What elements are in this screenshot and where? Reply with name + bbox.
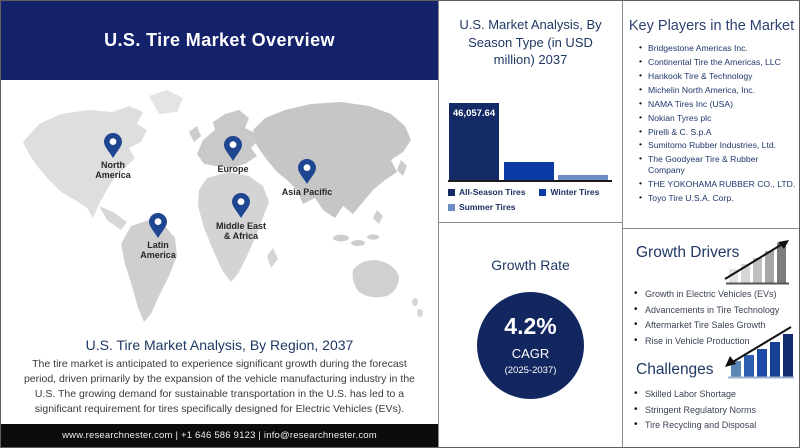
- list-item: Advancements in Tire Technology: [634, 304, 779, 317]
- drivers-challenges-panel: Growth Drivers Growth in Electric Vehicl…: [623, 229, 799, 447]
- key-players-panel: Key Players in the Market Bridgestone Am…: [623, 1, 799, 229]
- key-players-list: Bridgestone Americas Inc. Continental Tir…: [639, 42, 796, 204]
- list-item: Aftermarket Tire Sales Growth: [634, 319, 779, 332]
- growth-rate-circle: 4.2% CAGR (2025-2037): [477, 292, 584, 399]
- legend-item: All-Season Tires: [448, 187, 525, 197]
- legend-label: All-Season Tires: [459, 187, 526, 197]
- chart-bar: [503, 161, 554, 180]
- season-type-panel: U.S. Market Analysis, By Season Type (in…: [439, 1, 622, 223]
- legend-swatch: [448, 203, 455, 211]
- map-pin-latin-america-icon: [149, 213, 167, 238]
- footer-bar: www.researchnester.com | +1 646 586 9123…: [1, 424, 438, 447]
- challenges-list: Skilled Labor Shortage Stringent Regulato…: [634, 388, 756, 436]
- growth-bars-icon: [724, 240, 789, 285]
- right-column: Key Players in the Market Bridgestone Am…: [623, 1, 799, 447]
- chart-bar: [558, 175, 608, 180]
- market-description: The tire market is anticipated to experi…: [23, 358, 416, 415]
- growth-drivers-title: Growth Drivers: [636, 244, 740, 261]
- legend-swatch: [448, 188, 455, 196]
- list-item: Nokian Tyres plc: [639, 112, 796, 124]
- map-pin-middle-east-africa-icon: [232, 193, 250, 218]
- map-pin-label-middle-east-africa: Middle East & Africa: [215, 221, 266, 242]
- map-pin-label-latin-america: Latin America: [140, 240, 176, 261]
- region-caption: U.S. Tire Market Analysis, By Region, 20…: [85, 337, 354, 353]
- list-item: Rise in Vehicle Production: [634, 335, 779, 348]
- chart-bar: 46,057.64: [449, 103, 499, 180]
- list-item: NAMA Tires Inc (USA): [639, 98, 796, 110]
- growth-rate-title: Growth Rate: [491, 257, 570, 273]
- legend-swatch: [539, 188, 547, 196]
- bar-value-label: 46,057.64: [452, 108, 496, 119]
- challenges-title: Challenges: [636, 361, 714, 378]
- cagr-period: (2025-2037): [504, 365, 557, 376]
- map-pin-label-europe: Europe: [217, 164, 249, 174]
- header-bar: U.S. Tire Market Overview: [1, 1, 438, 80]
- list-item: Stringent Regulatory Norms: [634, 404, 756, 417]
- challenges-bars-icon: [725, 326, 794, 379]
- key-players-title: Key Players in the Market: [628, 18, 795, 34]
- left-section: U.S. Tire Market Overview: [1, 1, 438, 447]
- legend-label: Winter Tires: [550, 187, 600, 197]
- world-map-area: North America Europe Asia Pacific Latin …: [1, 80, 438, 333]
- list-item: Hankook Tire & Technology: [639, 70, 796, 82]
- list-item: Pirelli & C. S.p.A: [639, 126, 796, 138]
- list-item: Sumitomo Rubber Industries, Ltd.: [639, 139, 796, 151]
- list-item: Tire Recycling and Disposal: [634, 419, 756, 432]
- legend-item: Summer Tires: [448, 202, 516, 212]
- list-item: Michelin North America, Inc.: [639, 84, 796, 96]
- list-item: Skilled Labor Shortage: [634, 388, 756, 401]
- legend-item: Winter Tires: [539, 187, 599, 197]
- legend-label: Summer Tires: [459, 202, 516, 212]
- map-pin-europe-icon: [224, 136, 242, 161]
- list-item: The Goodyear Tire & Rubber Company: [639, 153, 796, 175]
- season-legend: All-Season Tires Winter Tires Summer Tires: [448, 187, 618, 212]
- cagr-label: CAGR: [511, 346, 550, 361]
- world-map: [23, 90, 423, 322]
- map-pin-north-america-icon: [104, 133, 122, 158]
- list-item: Growth in Electric Vehicles (EVs): [634, 288, 779, 301]
- growth-drivers-list: Growth in Electric Vehicles (EVs) Advance…: [634, 288, 779, 351]
- season-bar-chart: 46,057.64: [448, 101, 612, 182]
- middle-column: U.S. Market Analysis, By Season Type (in…: [438, 1, 623, 447]
- list-item: Toyo Tire U.S.A. Corp.: [639, 192, 796, 204]
- list-item: Bridgestone Americas Inc.: [639, 42, 796, 54]
- map-pin-asia-pacific-icon: [298, 159, 316, 184]
- season-chart-title: U.S. Market Analysis, By Season Type (in…: [459, 17, 602, 68]
- list-item: Continental Tire the Americas, LLC: [639, 56, 796, 68]
- growth-rate-panel: Growth Rate 4.2% CAGR (2025-2037): [439, 223, 622, 445]
- page-title: U.S. Tire Market Overview: [104, 30, 335, 50]
- cagr-value: 4.2%: [504, 313, 557, 339]
- map-pin-label-north-america: North America: [95, 160, 131, 181]
- footer-contact-text: www.researchnester.com | +1 646 586 9123…: [62, 430, 377, 441]
- map-pin-label-asia-pacific: Asia Pacific: [281, 187, 333, 197]
- list-item: THE YOKOHAMA RUBBER CO., LTD.: [639, 178, 796, 190]
